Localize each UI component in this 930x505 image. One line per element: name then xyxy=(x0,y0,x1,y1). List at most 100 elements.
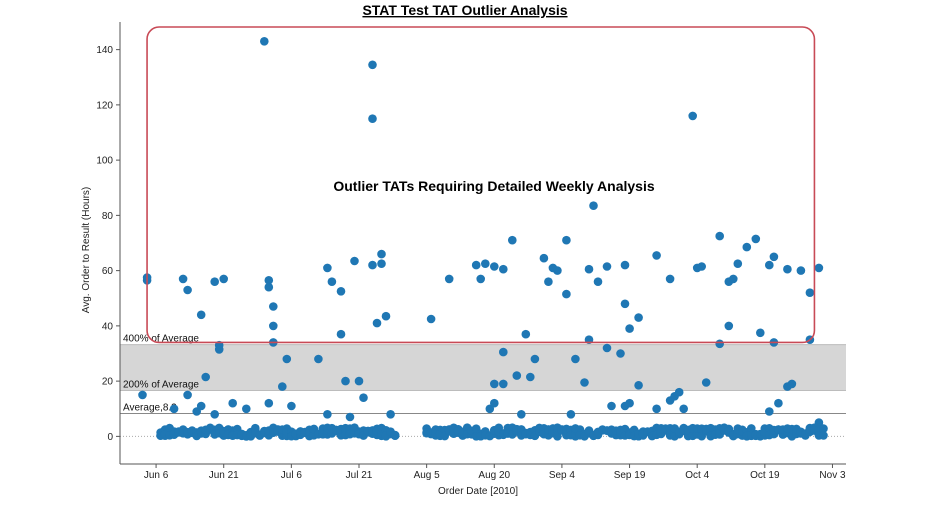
data-point xyxy=(264,398,274,408)
axes: 0 20 40 60 80 100 120 140 Jun 6 Jun 21 Jul 6 Jul 21… xyxy=(96,22,846,481)
data-point xyxy=(620,299,630,309)
data-point xyxy=(751,234,761,244)
data-point xyxy=(571,354,580,364)
data-point xyxy=(372,318,382,328)
x-tick-label: Jul 6 xyxy=(281,470,303,481)
data-point xyxy=(733,259,743,269)
x-tick-label: Jun 21 xyxy=(209,470,239,481)
y-tick-label: 20 xyxy=(102,377,114,388)
reference-label: 400% of Average xyxy=(123,334,199,345)
y-tick-label: 40 xyxy=(102,321,114,332)
data-point xyxy=(593,277,603,287)
x-tick-label: Jul 21 xyxy=(346,470,373,481)
data-point xyxy=(715,231,724,241)
outlier-box xyxy=(146,26,816,344)
data-point xyxy=(341,376,350,386)
data-point xyxy=(805,288,815,298)
data-point xyxy=(625,398,634,408)
data-point xyxy=(183,390,192,400)
data-point xyxy=(688,111,697,121)
data-point xyxy=(783,264,792,274)
data-point xyxy=(796,266,806,275)
data-point xyxy=(602,262,612,271)
data-point xyxy=(264,276,274,285)
data-point xyxy=(336,287,346,296)
data-point xyxy=(138,390,147,400)
y-tick-label: 120 xyxy=(96,100,113,111)
data-point xyxy=(481,259,490,269)
threshold-band xyxy=(120,344,846,391)
y-axis-label: Avg. Order to Result (Hours) xyxy=(81,187,92,314)
data-point xyxy=(327,277,337,287)
data-point xyxy=(444,274,454,284)
data-point xyxy=(350,256,359,266)
data-point xyxy=(381,311,391,321)
data-point xyxy=(269,302,278,311)
x-tick-label: Aug 5 xyxy=(414,470,441,481)
data-point xyxy=(787,379,797,389)
data-point xyxy=(774,398,783,408)
x-tick-label: Oct 19 xyxy=(750,470,780,481)
chart-title: STAT Test TAT Outlier Analysis xyxy=(362,2,567,18)
data-point xyxy=(607,401,616,411)
data-point xyxy=(814,263,824,273)
data-point xyxy=(336,329,346,339)
data-point xyxy=(747,424,756,433)
data-point xyxy=(512,371,522,380)
data-point xyxy=(562,289,571,299)
data-point xyxy=(526,372,535,382)
data-point xyxy=(490,379,499,389)
data-point xyxy=(201,372,210,382)
data-point xyxy=(323,263,332,273)
data-point xyxy=(359,393,368,403)
data-point xyxy=(264,282,274,292)
data-point xyxy=(426,314,436,324)
data-point xyxy=(219,274,228,284)
x-tick-label: Nov 3 xyxy=(819,470,846,481)
data-point xyxy=(819,431,828,440)
y-tick-label: 80 xyxy=(102,211,114,222)
data-point xyxy=(377,259,386,269)
data-point xyxy=(729,274,738,284)
data-point xyxy=(323,410,332,419)
data-point xyxy=(742,242,752,252)
data-point xyxy=(210,277,219,287)
data-point xyxy=(562,235,571,245)
data-point xyxy=(390,430,400,440)
data-point xyxy=(679,404,688,414)
data-point xyxy=(178,274,188,284)
data-point xyxy=(553,266,562,275)
data-point xyxy=(314,354,323,364)
data-point xyxy=(765,407,774,416)
data-point xyxy=(210,410,219,419)
data-point xyxy=(616,349,625,358)
data-point xyxy=(544,277,553,287)
data-point xyxy=(819,424,828,433)
data-point xyxy=(517,410,526,419)
reference-label: 200% of Average xyxy=(123,380,199,391)
data-point xyxy=(260,37,269,46)
y-tick-label: 60 xyxy=(102,266,114,277)
data-point xyxy=(652,251,661,260)
data-point xyxy=(589,201,598,210)
data-point xyxy=(584,264,594,274)
data-point xyxy=(490,398,499,408)
x-tick-label: Jun 6 xyxy=(144,470,169,481)
data-point xyxy=(620,260,630,270)
data-points xyxy=(138,37,828,441)
x-tick-label: Sep 19 xyxy=(614,470,646,481)
reference-label: Average,8.3 xyxy=(123,402,177,413)
data-point xyxy=(183,285,192,295)
outlier-annotation: Outlier TATs Requiring Detailed Weekly A… xyxy=(333,178,655,194)
data-point xyxy=(625,324,634,333)
data-point xyxy=(228,398,237,408)
data-point xyxy=(566,410,576,419)
data-point xyxy=(530,354,540,364)
data-point xyxy=(282,354,292,364)
data-point xyxy=(368,260,377,270)
x-tick-label: Aug 20 xyxy=(478,470,510,481)
data-point xyxy=(345,412,355,422)
data-point xyxy=(634,381,643,390)
